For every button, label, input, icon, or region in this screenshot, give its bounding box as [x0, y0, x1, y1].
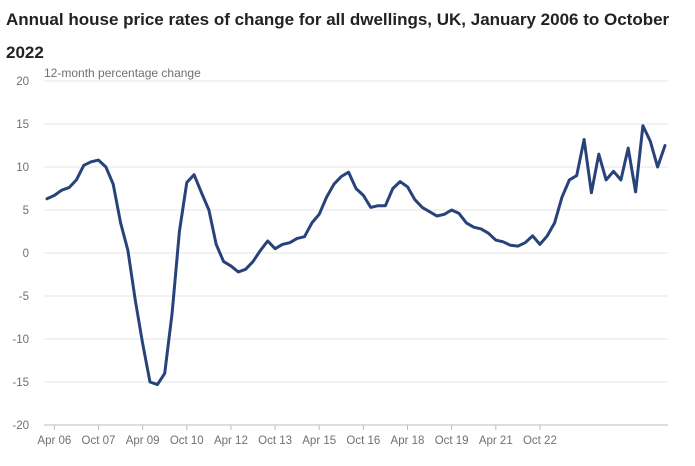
chart-title: Annual house price rates of change for a… [6, 10, 670, 62]
y-tick-label: 10 [16, 162, 29, 174]
y-tick-label: 0 [23, 248, 29, 260]
x-tick-label: Apr 15 [302, 435, 336, 447]
y-tick-label: 15 [16, 119, 29, 131]
x-tick-label: Apr 06 [37, 435, 71, 447]
x-tick-label: Apr 18 [391, 435, 425, 447]
y-tick-label: 5 [23, 205, 29, 217]
x-tick-label: Oct 07 [82, 435, 116, 447]
x-axis-ticks: Apr 06 Oct 07 Apr 09 Oct 10 Apr 12 Oct 13 Apr … [37, 425, 557, 447]
y-tick-label: 20 [16, 76, 29, 88]
x-tick-label: Oct 16 [346, 435, 380, 447]
series-line [45, 124, 667, 387]
y-axis-ticks: 20 15 10 5 0 -5 -10 -15 -20 [12, 76, 29, 432]
x-tick-label: Apr 09 [126, 435, 160, 447]
y-tick-label: -20 [12, 420, 29, 432]
y-tick-label: -15 [12, 377, 29, 389]
x-tick-label: Oct 10 [170, 435, 204, 447]
y-tick-label: -10 [12, 334, 29, 346]
gridlines [44, 80, 668, 426]
x-tick-label: Oct 13 [258, 435, 292, 447]
x-tick-label: Apr 12 [214, 435, 248, 447]
x-tick-label: Apr 21 [479, 435, 513, 447]
y-tick-label: -5 [19, 291, 29, 303]
x-tick-label: Oct 22 [523, 435, 557, 447]
y-axis-label: 12-month percentage change [44, 66, 201, 80]
x-tick-label: Oct 19 [435, 435, 469, 447]
